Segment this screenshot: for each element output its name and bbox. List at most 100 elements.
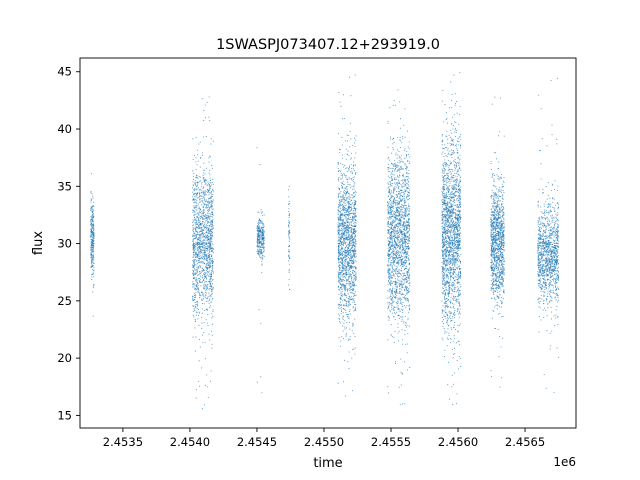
data-point	[210, 275, 212, 277]
data-point	[389, 199, 391, 201]
data-point	[207, 209, 209, 211]
data-point	[341, 118, 344, 120]
data-point	[192, 269, 194, 271]
data-point	[349, 289, 351, 292]
data-point	[262, 222, 264, 224]
data-point	[203, 282, 205, 284]
data-point	[402, 316, 404, 318]
data-point	[211, 216, 213, 218]
data-point	[354, 190, 356, 192]
data-point	[206, 264, 208, 266]
data-point	[212, 261, 214, 263]
data-point	[388, 201, 390, 203]
data-point	[197, 240, 199, 242]
data-point	[400, 265, 402, 267]
data-point	[347, 192, 349, 194]
data-point	[342, 232, 344, 235]
data-point	[338, 279, 341, 281]
data-point	[351, 207, 353, 209]
data-point	[389, 288, 391, 290]
data-point	[397, 203, 399, 205]
data-point	[93, 241, 95, 243]
data-point	[91, 207, 93, 209]
data-point	[206, 286, 208, 288]
data-point	[198, 380, 200, 382]
data-point	[395, 191, 398, 193]
data-point	[198, 190, 200, 192]
data-point	[206, 322, 208, 324]
data-point	[192, 266, 194, 268]
data-point	[341, 144, 344, 146]
data-point	[347, 243, 349, 245]
data-point	[90, 252, 92, 254]
data-point	[201, 270, 203, 272]
data-point	[395, 268, 397, 270]
data-point	[346, 321, 348, 324]
data-point	[408, 288, 410, 290]
data-point	[211, 246, 213, 248]
data-point	[402, 204, 404, 206]
data-point	[391, 302, 393, 304]
data-point	[398, 215, 400, 217]
data-point	[340, 172, 342, 174]
data-point	[387, 302, 389, 304]
data-point	[199, 216, 201, 218]
data-point	[346, 271, 348, 274]
data-point	[349, 271, 352, 273]
data-point	[395, 259, 397, 261]
data-point	[353, 254, 356, 256]
data-point	[344, 269, 346, 271]
data-point	[404, 262, 407, 264]
data-point	[337, 280, 339, 282]
data-point	[192, 274, 195, 277]
data-point	[200, 251, 202, 253]
data-point	[258, 231, 260, 233]
data-point	[339, 282, 341, 285]
data-point	[198, 324, 200, 326]
data-point	[388, 254, 391, 256]
data-point	[352, 168, 354, 170]
data-point	[389, 311, 391, 313]
data-point	[398, 330, 400, 332]
data-point	[200, 180, 202, 182]
data-point	[207, 264, 210, 266]
data-point	[260, 232, 262, 234]
data-point	[91, 240, 93, 243]
data-point	[405, 207, 407, 209]
data-point	[205, 201, 207, 203]
data-point	[210, 226, 212, 228]
data-point	[193, 277, 195, 279]
data-point	[341, 259, 343, 261]
data-point	[396, 170, 398, 172]
data-point	[207, 232, 209, 234]
data-point	[91, 219, 93, 222]
data-point	[347, 264, 349, 266]
data-point	[343, 215, 345, 217]
data-point	[400, 283, 402, 285]
data-point	[206, 224, 208, 226]
data-point	[354, 145, 356, 147]
data-point	[199, 234, 201, 237]
data-point	[91, 237, 94, 239]
data-point	[338, 305, 340, 307]
data-point	[400, 371, 402, 373]
data-point	[209, 283, 211, 285]
data-point	[210, 184, 212, 186]
data-point	[201, 298, 203, 300]
data-point	[407, 343, 409, 345]
data-point	[394, 188, 396, 190]
data-point	[201, 282, 203, 284]
data-point	[90, 262, 92, 264]
data-point	[338, 91, 340, 94]
data-point	[288, 256, 290, 258]
data-point	[345, 175, 347, 177]
data-point	[389, 275, 391, 277]
data-point	[401, 292, 403, 294]
data-point	[288, 229, 290, 231]
data-point	[393, 251, 395, 253]
data-point	[399, 214, 402, 216]
data-point	[206, 277, 208, 279]
data-point	[350, 265, 352, 267]
data-point	[211, 219, 213, 221]
data-point	[91, 261, 93, 264]
